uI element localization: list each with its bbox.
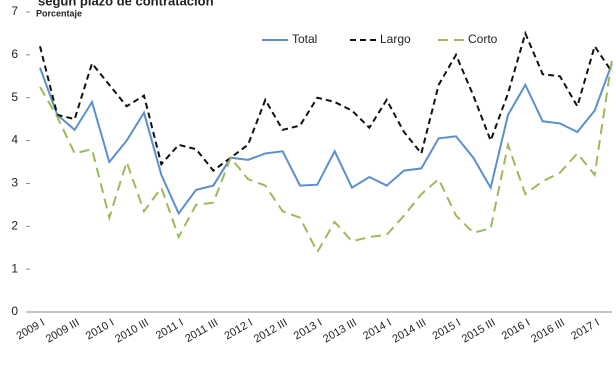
x-tick-label: 2014 I [361,317,393,343]
y-tick-label: 4 [11,133,18,147]
y-axis-label: Porcentaje [36,8,82,18]
x-tick-label: 2012 I [222,317,254,343]
x-tick-label: 2009 I [14,317,46,343]
series-line [39,30,613,172]
x-tick-label: 2015 III [460,317,498,346]
series-line [39,63,613,216]
y-tick-label: 2 [11,218,18,232]
legend-label: Total [292,32,317,46]
x-tick-label: 2017 I [569,317,601,343]
y-tick-label: 1 [11,261,18,275]
x-tick-label: 2014 III [391,317,429,346]
legend-label: Largo [380,32,411,46]
x-tick-label: 2016 I [500,317,532,343]
x-tick-label: 2011 I [154,317,186,342]
series-line [39,58,613,255]
y-tick-label: 0 [11,304,18,318]
y-tick-label: 5 [11,90,18,104]
x-tick-label: 2011 III [183,317,220,345]
y-tick-label: 7 [11,4,18,18]
x-tick-label: 2009 III [44,317,82,346]
x-tick-label: 2016 III [529,317,567,346]
legend-label: Corto [468,32,498,46]
x-tick-label: 2010 III [113,317,151,346]
x-tick-label: 2015 I [430,317,462,343]
chart-title: según plazo de contratación [38,0,214,8]
x-tick-label: 2013 III [321,317,359,346]
x-tick-label: 2012 III [252,317,290,346]
y-tick-label: 3 [11,176,18,190]
x-tick-label: 2010 I [84,317,116,343]
y-tick-label: 6 [11,47,18,61]
x-tick-label: 2013 I [292,317,324,343]
